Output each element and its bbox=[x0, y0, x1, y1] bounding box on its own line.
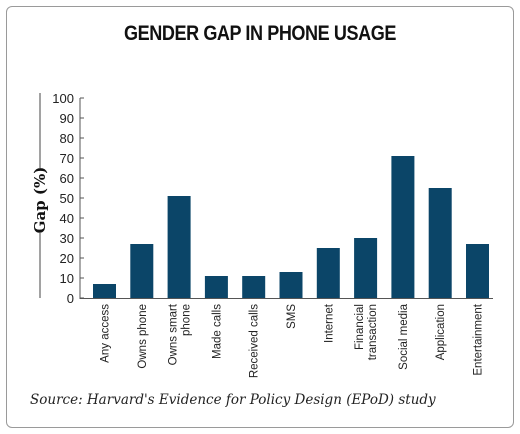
x-category-label: SMS bbox=[286, 304, 298, 329]
bars bbox=[93, 156, 489, 298]
x-category-label: Any access bbox=[100, 304, 112, 363]
x-category-label: Social media bbox=[398, 303, 410, 369]
y-axis-title: Gap (%) bbox=[31, 167, 49, 234]
bar bbox=[204, 276, 228, 298]
bar bbox=[428, 188, 452, 298]
x-category-label: Entertainment bbox=[473, 303, 485, 375]
bar bbox=[391, 156, 415, 298]
bar bbox=[242, 276, 266, 298]
bar bbox=[93, 284, 116, 298]
bar bbox=[466, 244, 489, 298]
x-category-label: Internet bbox=[323, 303, 335, 343]
x-category-label: Made calls bbox=[211, 304, 223, 359]
bar bbox=[130, 244, 154, 298]
y-tick-label: 30 bbox=[60, 231, 74, 246]
x-axis-labels: Any access Owns phone Owns smart phone Made … bbox=[100, 303, 485, 378]
bar bbox=[167, 196, 191, 298]
y-tick-label: 100 bbox=[52, 91, 74, 106]
y-tick-label: 90 bbox=[60, 111, 74, 126]
y-tick-label: 70 bbox=[60, 151, 74, 166]
x-category-label: phone bbox=[181, 304, 193, 336]
x-category-label: Owns smart bbox=[168, 303, 180, 365]
bar bbox=[354, 238, 378, 298]
x-category-label: Application bbox=[435, 304, 447, 360]
bar bbox=[316, 248, 340, 298]
x-category-label: Received calls bbox=[249, 304, 261, 378]
x-category-label: Financial bbox=[354, 304, 366, 350]
y-tick-label: 60 bbox=[60, 171, 74, 186]
y-tick-label: 20 bbox=[60, 251, 74, 266]
y-tick-label: 40 bbox=[60, 211, 74, 226]
y-axis-label-group: Gap (%) bbox=[31, 93, 49, 298]
x-category-label: transaction bbox=[367, 304, 379, 360]
y-tick-label: 10 bbox=[60, 271, 74, 286]
source-note: Source: Harvard's Evidence for Policy De… bbox=[30, 392, 436, 408]
x-category-label: Owns phone bbox=[137, 304, 149, 369]
y-axis: 0 10 20 30 40 50 60 70 80 90 100 bbox=[52, 91, 493, 306]
y-tick-label: 50 bbox=[60, 191, 74, 206]
bar bbox=[279, 272, 303, 298]
chart-title: GENDER GAP IN PHONE USAGE bbox=[124, 22, 396, 45]
y-tick-label: 80 bbox=[60, 131, 74, 146]
y-tick-label: 0 bbox=[67, 291, 74, 306]
